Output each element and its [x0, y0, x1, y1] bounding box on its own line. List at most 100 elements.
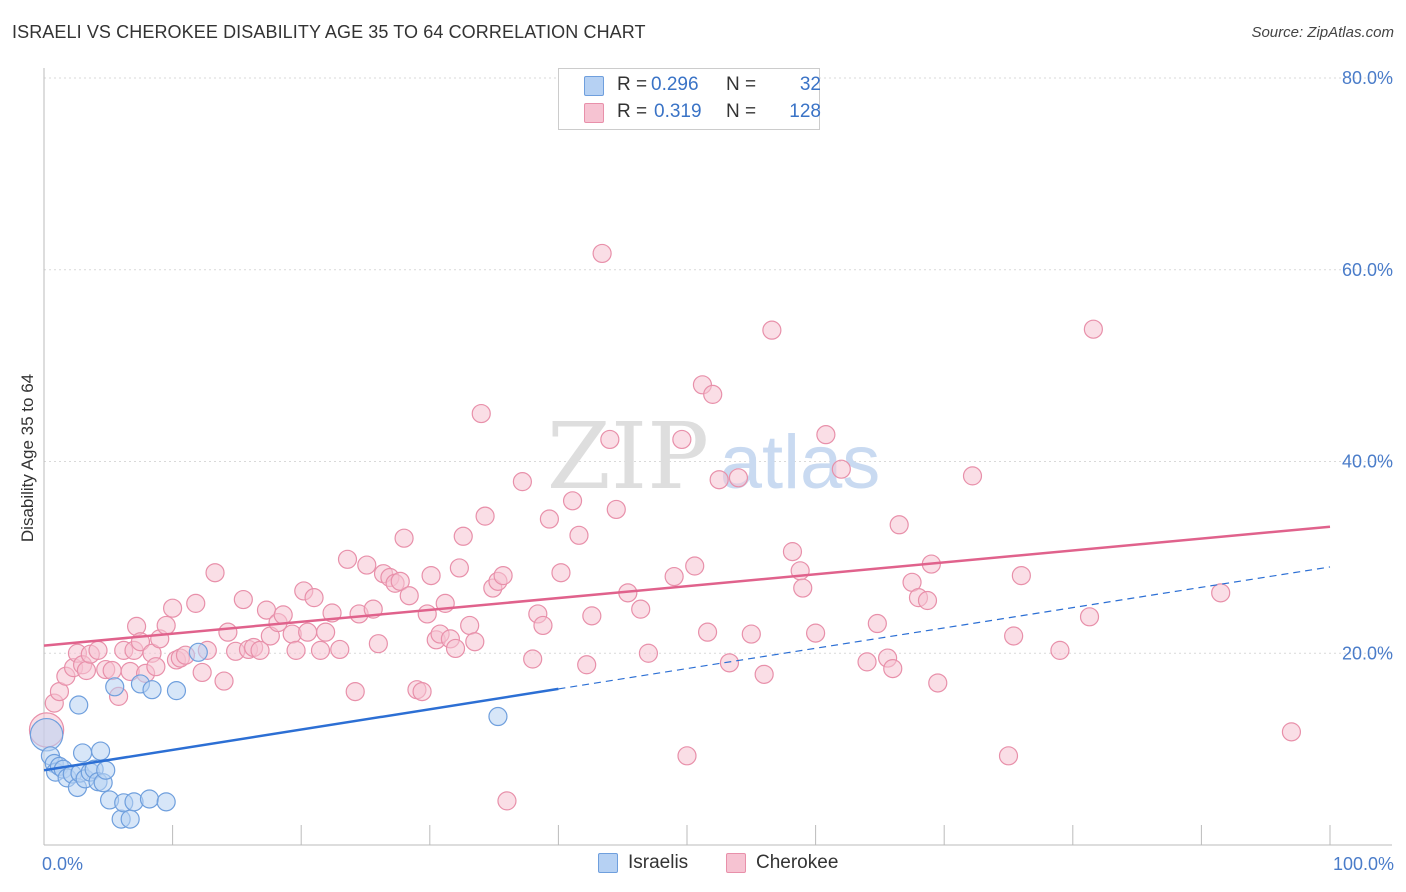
cherokee-point: [816, 425, 836, 445]
cherokee-point: [672, 429, 692, 450]
cherokee-legend-label: Cherokee: [756, 852, 839, 873]
cherokee-swatch: [584, 103, 604, 123]
cherokee-point: [399, 586, 419, 606]
cherokee-point: [857, 652, 877, 672]
cherokee-point: [582, 606, 602, 626]
cherokee-point: [493, 565, 513, 586]
cherokee-point: [88, 640, 108, 660]
cherokee-point: [471, 403, 491, 424]
cherokee-point: [357, 555, 377, 575]
cherokee-point: [214, 671, 234, 691]
israelis-point: [120, 809, 140, 829]
cherokee-point: [310, 640, 331, 660]
cherokee-points: [28, 243, 1302, 811]
cherokee-point: [233, 589, 253, 610]
cherokee-point: [831, 459, 851, 479]
cherokee-point: [709, 470, 729, 490]
cherokee-point: [497, 791, 517, 811]
israelis-point: [139, 789, 160, 809]
cherokee-point: [539, 509, 559, 529]
tick-labels: 20.0% 40.0% 60.0% 80.0% 0.0% 100.0%: [42, 68, 1394, 874]
cherokee-point: [883, 658, 903, 679]
watermark: ZIP atlas: [547, 403, 880, 510]
israelis-point: [488, 706, 508, 727]
israelis-legend-swatch: [598, 853, 618, 873]
stats-legend: R = 0.296 N = 32 R = 0.319 N = 128: [558, 68, 821, 130]
cherokee-point: [186, 593, 206, 613]
israelis-point: [90, 741, 111, 761]
grid-layer: [44, 77, 1392, 654]
cherokee-point: [460, 615, 480, 636]
cherokee-point: [330, 639, 350, 660]
legend-n-value: 128: [789, 101, 821, 122]
cherokee-point: [205, 563, 225, 583]
cherokee-point: [192, 662, 212, 683]
cherokee-point: [685, 556, 705, 576]
israelis-point: [72, 743, 93, 763]
cherokee-point: [638, 643, 659, 663]
cherokee-point: [1050, 640, 1070, 660]
cherokee-point: [316, 622, 336, 642]
legend-r-value: 0.296: [651, 74, 699, 95]
cherokee-point: [998, 746, 1019, 766]
cherokee-point: [867, 613, 887, 634]
cherokee-point: [703, 384, 723, 404]
watermark-atlas: atlas: [720, 420, 881, 505]
cherokee-point: [163, 598, 183, 618]
israelis-point: [96, 760, 116, 780]
cherokee-point: [592, 243, 612, 264]
cherokee-point: [102, 660, 122, 681]
legend-n-label: N =: [726, 74, 757, 95]
source-label: Source: ZipAtlas.com: [1251, 24, 1394, 41]
cherokee-point: [250, 640, 270, 660]
cherokee-point: [754, 664, 774, 684]
israelis-trend-extension: [558, 566, 1331, 690]
cherokee-point: [76, 660, 97, 681]
y-tick-label: 80.0%: [1342, 68, 1393, 88]
cherokee-point: [697, 622, 718, 642]
israelis-point: [156, 792, 176, 812]
cherokee-point: [741, 624, 761, 644]
cherokee-point: [577, 655, 597, 675]
cherokee-point: [1211, 583, 1231, 603]
legend-r-label: R =: [617, 74, 648, 95]
cherokee-point: [218, 622, 238, 642]
cherokee-point: [533, 615, 553, 636]
israelis-point: [166, 681, 187, 701]
cherokee-point: [928, 673, 948, 693]
y-tick-label: 40.0%: [1342, 452, 1393, 472]
cherokee-point: [465, 632, 485, 652]
trend-layer: [43, 525, 1331, 772]
israelis-point: [69, 695, 89, 715]
israelis-point: [105, 677, 125, 697]
israelis-point: [29, 717, 64, 752]
cherokee-point: [273, 605, 293, 625]
axis-layer: [43, 68, 1392, 846]
cherokee-point: [728, 468, 749, 488]
cherokee-point: [677, 746, 697, 766]
cherokee-point: [156, 615, 176, 636]
cherokee-point: [562, 491, 583, 511]
cherokee-point: [368, 634, 388, 654]
cherokee-point: [762, 320, 782, 340]
cherokee-trend-line: [43, 525, 1331, 647]
y-tick-label: 60.0%: [1342, 260, 1393, 280]
cherokee-point: [412, 681, 432, 702]
cherokee-point: [1004, 626, 1024, 646]
cherokee-point: [475, 506, 495, 526]
cherokee-point: [917, 590, 938, 611]
cherokee-point: [1083, 319, 1103, 339]
israelis-legend-label: Israelis: [628, 852, 689, 873]
legend-r-label: R =: [617, 101, 648, 122]
legend-n-label: N =: [726, 101, 757, 122]
israelis-point: [188, 642, 208, 662]
chart-title: ISRAELI VS CHEROKEE DISABILITY AGE 35 TO…: [12, 22, 646, 42]
cherokee-point: [631, 599, 651, 619]
x-tick-label: 100.0%: [1333, 854, 1394, 874]
cherokee-point: [417, 604, 437, 624]
cherokee-point: [512, 472, 532, 492]
cherokee-point: [445, 638, 466, 659]
israelis-swatch: [584, 76, 604, 96]
cherokee-point: [664, 566, 684, 587]
